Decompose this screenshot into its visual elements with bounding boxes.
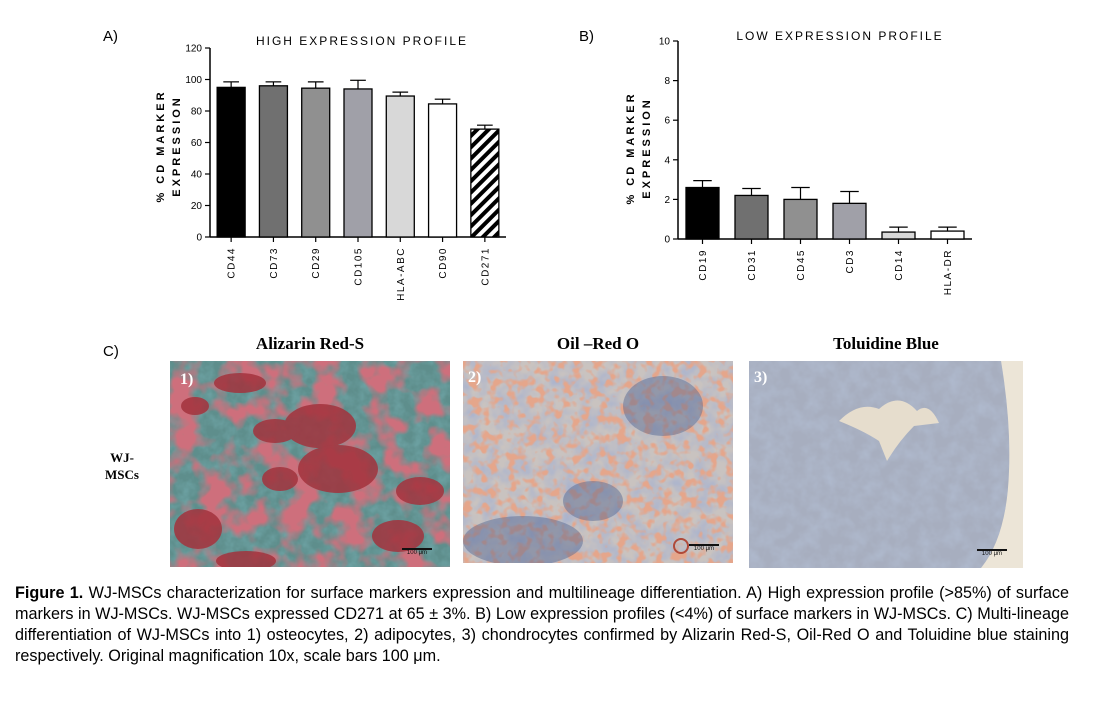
chart-b-y-tick-label: 10: [659, 37, 671, 48]
micrograph-2-number: 2): [468, 369, 482, 386]
micrograph-oil-red-image: [463, 361, 733, 563]
chart-a-y-tick-label: 60: [191, 138, 203, 149]
micrograph-1-scale-line: [402, 548, 432, 550]
micrograph-1-scale-bar: 100 μm: [402, 548, 432, 556]
chart-b: 0 2 4 6 8 10 CD19 CD31 CD45 CD3 CD14 HLA-DR: [659, 37, 972, 295]
chart-b-bar-cd45: [783, 198, 818, 240]
panel-a-letter: A): [103, 28, 118, 45]
chart-b-y-tick-label: 2: [664, 195, 670, 206]
chart-a-x-tick-label: CD73: [269, 247, 280, 279]
chart-b-x-tick-label: CD19: [698, 249, 709, 281]
micrograph-3-number: 3): [754, 369, 768, 386]
chart-a-x-tick-label: CD90: [438, 247, 449, 279]
micrograph-3-scale-line: [977, 549, 1007, 551]
chart-b-bar-cd31: [734, 194, 769, 240]
chart-a-y-tick-label: 120: [185, 44, 202, 55]
chart-a-y-tick-label: 100: [185, 75, 202, 86]
chart-b-x-tick-label: CD14: [894, 249, 905, 281]
micrograph-2-scale-text: 100 μm: [693, 546, 715, 552]
micrograph-3-scale-bar: 100 μm: [977, 549, 1007, 557]
chart-a-x-tick-label: CD29: [311, 247, 322, 279]
chart-a-y-tick-label: 40: [191, 170, 203, 181]
micrograph-3-title: Toluidine Blue: [833, 334, 939, 353]
chart-b-bar-cd19: [685, 186, 720, 240]
chart-a-x-tick-label: CD271: [480, 247, 491, 286]
chart-a-y-tick-label: 20: [191, 201, 203, 212]
chart-a-y-tick-label: 80: [191, 107, 203, 118]
chart-b-title: LOW EXPRESSION PROFILE: [736, 29, 944, 43]
chart-b-bar-cd14: [881, 231, 916, 240]
chart-a-x-tick-label: CD44: [227, 247, 238, 279]
chart-b-bar-cd3: [832, 202, 867, 240]
chart-a-x-tick-label: HLA-ABC: [396, 247, 407, 301]
row-label-line2: MSCs: [105, 467, 139, 482]
micrograph-1-title: Alizarin Red-S: [255, 334, 365, 353]
chart-b-x-tick-label: CD45: [796, 249, 807, 281]
micrograph-2-scale-bar: 100 μm: [689, 544, 719, 552]
chart-b-x-tick-label: CD3: [845, 249, 856, 274]
micrograph-oil-red: 2) 100 μm: [463, 361, 733, 563]
chart-a: 0 20 40 60 80 100 120 CD44 CD73 CD29 CD105 HLA-ABC C…: [185, 44, 506, 301]
row-label-line1: WJ-: [110, 450, 134, 465]
panel-b-letter: B): [579, 28, 594, 45]
micrograph-2-scale-line: [689, 544, 719, 546]
chart-b-y-tick-label: 4: [664, 155, 670, 166]
panel-c-letter: C): [103, 343, 119, 360]
micrograph-toluidine-blue: 3) 100 μm: [749, 361, 1023, 568]
chart-a-bar-hla-abc: [385, 95, 415, 238]
caption-lead: Figure 1.: [15, 584, 84, 602]
micrograph-1-number: 1): [180, 371, 194, 388]
chart-a-x-tick-label: CD105: [354, 247, 365, 286]
chart-b-y-tick-label: 6: [664, 116, 670, 127]
chart-b-ylabel-line1: % CD MARKER: [625, 91, 637, 205]
chart-a-bar-cd73: [258, 85, 289, 238]
chart-b-bar-hla-dr: [930, 230, 965, 240]
chart-a-title: HIGH EXPRESSION PROFILE: [255, 34, 469, 48]
chart-a-bar-cd90: [427, 103, 458, 238]
chart-b-x-tick-label: CD31: [747, 249, 758, 281]
micrograph-1-scale-text: 100 μm: [406, 550, 428, 556]
caption-text: WJ-MSCs characterization for surface mar…: [15, 584, 1069, 665]
figure-caption: Figure 1. WJ-MSCs characterization for s…: [15, 583, 1069, 667]
micrograph-3-scale-text: 100 μm: [981, 551, 1003, 557]
micrograph-2-title: Oil –Red O: [556, 334, 640, 353]
chart-a-bar-cd271: [470, 128, 500, 238]
chart-a-y-tick-label: 0: [196, 233, 202, 244]
chart-a-bar-cd29: [301, 87, 331, 238]
chart-b-y-tick-label: 8: [664, 76, 670, 87]
chart-b-y-tick-label: 0: [664, 235, 670, 246]
chart-b-x-tick-label: HLA-DR: [943, 249, 954, 295]
micrograph-alizarin-red: 1) 100 μm: [170, 361, 450, 567]
chart-a-bar-cd44: [216, 86, 246, 238]
micrograph-alizarin-image: [170, 361, 450, 567]
chart-a-bar-cd105: [343, 88, 373, 238]
chart-a-ylabel-line1: % CD MARKER: [155, 89, 167, 203]
row-label: WJ- MSCs: [90, 449, 154, 483]
micrograph-toluidine-image: [749, 361, 1023, 568]
